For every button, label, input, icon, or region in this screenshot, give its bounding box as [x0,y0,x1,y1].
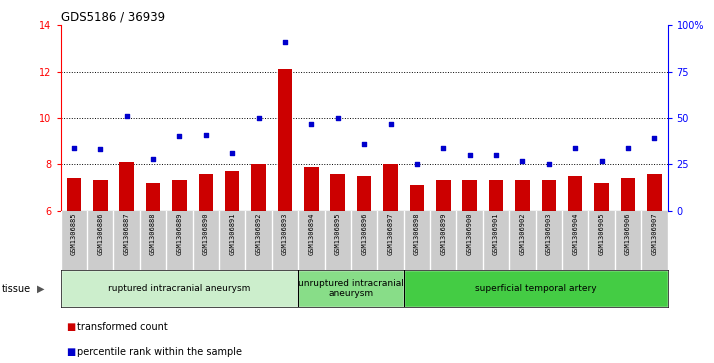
Text: GSM1306897: GSM1306897 [388,212,393,255]
Bar [463,180,477,211]
Point [253,115,264,121]
Text: transformed count: transformed count [77,322,168,332]
Bar [436,180,451,211]
Bar [198,174,213,211]
Text: GSM1306886: GSM1306886 [97,212,104,255]
Bar [251,164,266,211]
Bar [278,69,292,211]
Bar [403,270,668,307]
Point [464,152,476,158]
Bar [331,174,345,211]
Text: GSM1306899: GSM1306899 [441,212,446,255]
Bar [61,270,298,307]
Text: GSM1306907: GSM1306907 [651,212,658,255]
Text: GSM1306887: GSM1306887 [124,212,130,255]
Text: GSM1306891: GSM1306891 [229,212,235,255]
Bar [410,185,424,211]
Point [68,145,79,151]
Bar [66,178,81,211]
Text: tissue: tissue [1,284,31,294]
Text: ■: ■ [66,322,76,332]
Bar [594,183,609,211]
Text: GSM1306905: GSM1306905 [598,212,605,255]
Text: GDS5186 / 36939: GDS5186 / 36939 [61,11,165,24]
Text: GSM1306894: GSM1306894 [308,212,314,255]
Point [649,135,660,141]
Point [279,39,291,45]
Bar [516,180,530,211]
Point [306,121,317,126]
Point [332,115,343,121]
Text: GSM1306900: GSM1306900 [467,212,473,255]
Bar [357,176,371,211]
Bar [225,171,239,211]
Bar [620,178,635,211]
Text: GSM1306893: GSM1306893 [282,212,288,255]
Point [517,158,528,163]
Point [411,161,423,167]
Text: GSM1306888: GSM1306888 [150,212,156,255]
Text: GSM1306906: GSM1306906 [625,212,631,255]
Point [385,121,396,126]
Bar [647,174,662,211]
Text: ■: ■ [66,347,76,357]
Text: GSM1306903: GSM1306903 [545,212,552,255]
Point [200,132,211,138]
Point [438,145,449,151]
Bar [172,180,186,211]
Text: GSM1306889: GSM1306889 [176,212,183,255]
Bar [383,164,398,211]
Bar [568,176,583,211]
Text: GSM1306902: GSM1306902 [520,212,526,255]
Point [121,113,132,119]
Text: GSM1306904: GSM1306904 [572,212,578,255]
Point [94,147,106,152]
Point [543,161,555,167]
Text: GSM1306890: GSM1306890 [203,212,208,255]
Text: GSM1306885: GSM1306885 [71,212,77,255]
Bar [298,270,403,307]
Bar [489,180,503,211]
Bar [542,180,556,211]
Bar [93,180,108,211]
Bar [304,167,318,211]
Text: GSM1306895: GSM1306895 [335,212,341,255]
Point [174,134,185,139]
Point [570,145,581,151]
Text: unruptured intracranial
aneurysm: unruptured intracranial aneurysm [298,279,404,298]
Point [358,141,370,147]
Bar [146,183,161,211]
Point [596,158,608,163]
Text: percentile rank within the sample: percentile rank within the sample [77,347,242,357]
Point [623,145,634,151]
Point [491,152,502,158]
Point [226,150,238,156]
Text: GSM1306898: GSM1306898 [414,212,420,255]
Text: superficial temporal artery: superficial temporal artery [475,284,596,293]
Text: ▶: ▶ [37,284,45,294]
Text: GSM1306901: GSM1306901 [493,212,499,255]
Text: ruptured intracranial aneurysm: ruptured intracranial aneurysm [109,284,251,293]
Text: GSM1306896: GSM1306896 [361,212,367,255]
Text: GSM1306892: GSM1306892 [256,212,261,255]
Bar [119,162,134,211]
Point [147,156,159,162]
